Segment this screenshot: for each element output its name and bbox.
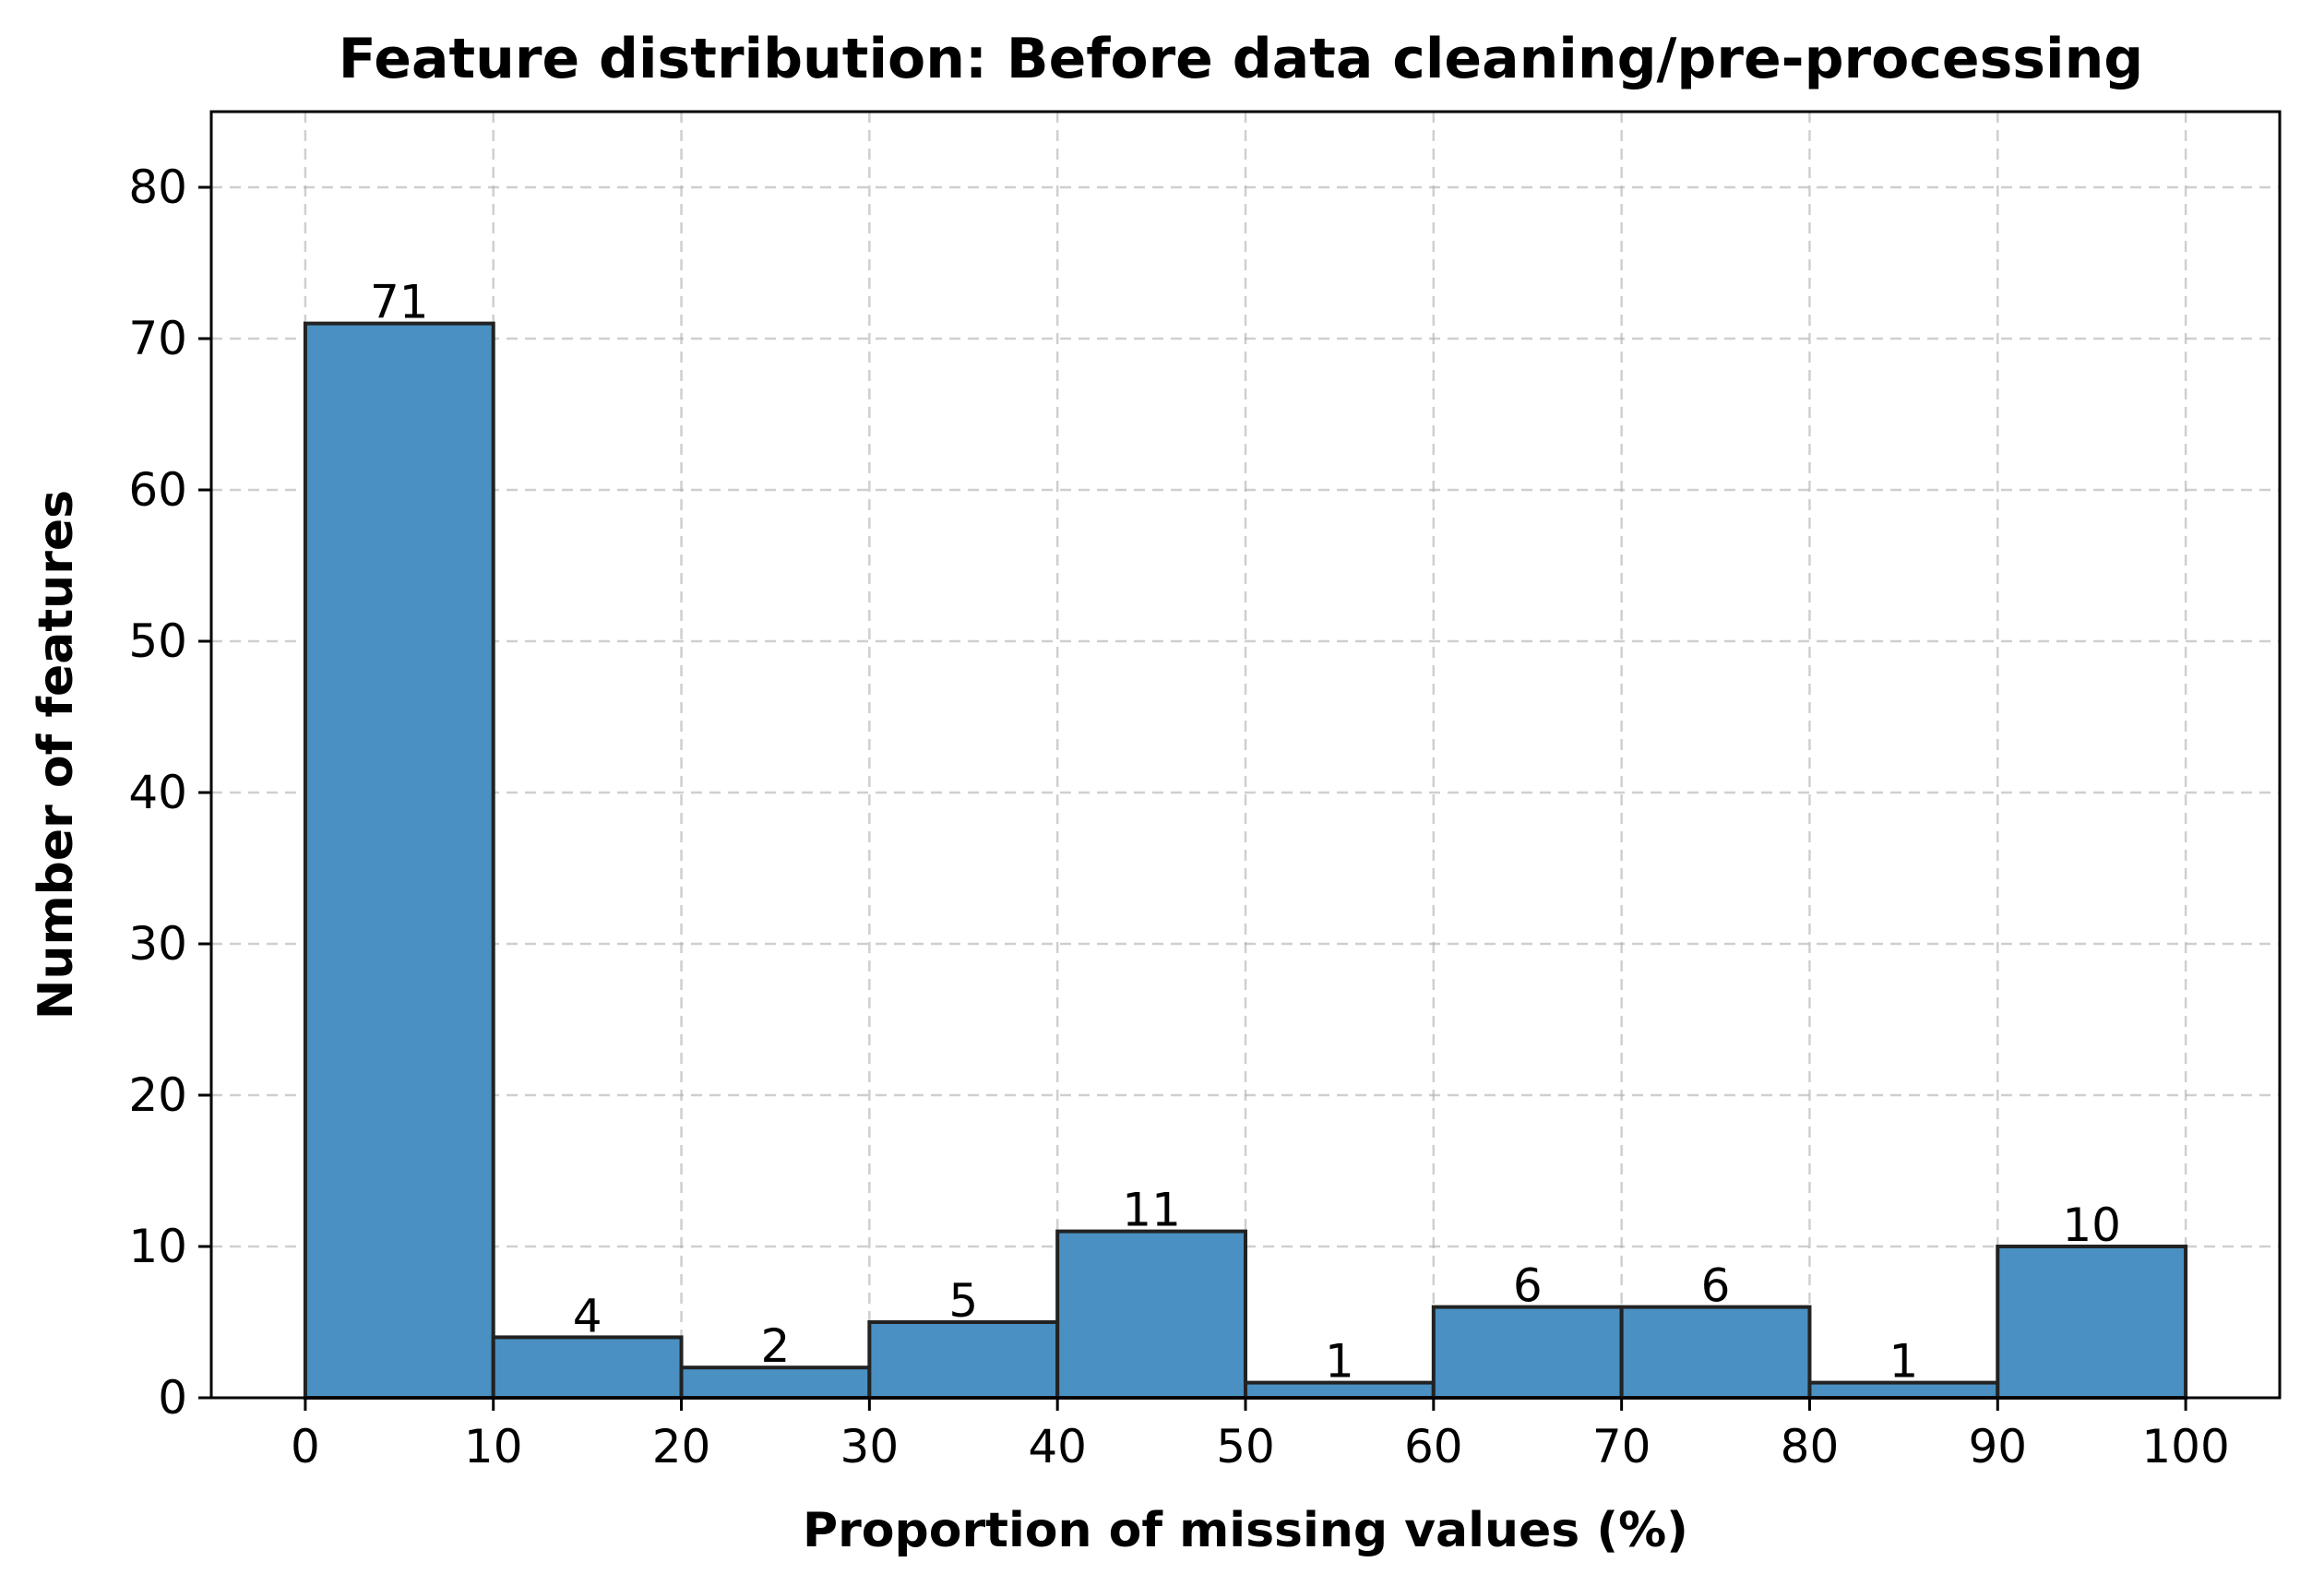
histogram-bar (303, 321, 495, 1401)
bars (303, 321, 2188, 1401)
y-axis-label: Number of features (29, 490, 84, 1020)
y-tick-label: 20 (128, 1068, 187, 1122)
y-tick-label: 50 (128, 614, 187, 668)
y-tick-label: 10 (128, 1220, 187, 1273)
x-tick-label: 20 (652, 1420, 711, 1473)
y-tick-label: 80 (128, 161, 187, 214)
x-tick-label: 0 (291, 1420, 320, 1473)
x-axis-ticks: 0 10 20 30 40 50 60 70 80 90 100 (291, 1398, 2230, 1473)
bar-value-label: 6 (1701, 1259, 1731, 1313)
y-tick-label: 0 (158, 1371, 187, 1425)
histogram-bar (1431, 1305, 1624, 1400)
x-axis-label: Proportion of missing values (%) (803, 1503, 1688, 1558)
chart-title: Feature distribution: Before data cleani… (339, 27, 2144, 91)
histogram-bar (1996, 1245, 2188, 1400)
y-tick-label: 40 (128, 766, 187, 819)
histogram-bar (1055, 1229, 1247, 1400)
x-tick-label: 30 (840, 1420, 900, 1473)
histogram-bar (867, 1320, 1060, 1400)
y-axis-ticks: 0 10 20 30 40 50 60 70 80 (128, 161, 211, 1425)
x-tick-label: 60 (1404, 1420, 1463, 1473)
x-tick-label: 50 (1216, 1420, 1275, 1473)
y-tick-label: 60 (128, 463, 187, 517)
histogram-bar (491, 1335, 684, 1401)
bar-value-label: 6 (1513, 1259, 1543, 1313)
bar-value-label: 1 (1325, 1335, 1354, 1389)
x-tick-label: 100 (2141, 1420, 2229, 1473)
y-tick-label: 30 (128, 917, 187, 971)
x-tick-label: 70 (1592, 1420, 1651, 1473)
bar-value-label: 1 (1889, 1335, 1918, 1389)
grid-lines (211, 112, 2280, 1400)
bar-value-label: 2 (761, 1319, 791, 1373)
bar-value-label: 11 (1122, 1184, 1181, 1237)
histogram-bar (1619, 1305, 1812, 1400)
bar-value-label: 5 (948, 1274, 978, 1328)
x-tick-label: 10 (464, 1420, 523, 1473)
bar-value-label: 4 (573, 1289, 602, 1342)
bar-value-label: 10 (2062, 1198, 2121, 1252)
x-tick-label: 40 (1028, 1420, 1087, 1473)
y-tick-label: 70 (128, 312, 187, 365)
x-tick-label: 90 (1968, 1420, 2027, 1473)
x-tick-label: 80 (1781, 1420, 1840, 1473)
bar-value-label: 71 (370, 276, 429, 329)
